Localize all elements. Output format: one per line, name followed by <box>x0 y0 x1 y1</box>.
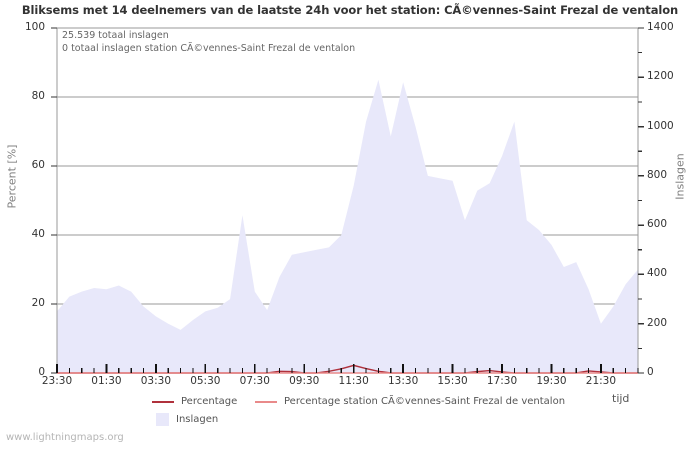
x-axis-tick-label: 17:30 <box>486 375 518 387</box>
y-axis-right-tick-label: 0 <box>647 366 654 378</box>
legend-item-percentage[interactable]: Percentage <box>152 396 237 408</box>
annotation-total-strikes: 25.539 totaal inslagen <box>62 30 169 41</box>
y-axis-right-tick-label: 1400 <box>647 21 674 33</box>
percentage-line-series <box>57 364 638 374</box>
page-title: Bliksems met 14 deelnemers van de laatst… <box>21 3 679 17</box>
x-axis-tick-label: 13:30 <box>387 375 419 387</box>
legend-line-icon-percentage-station <box>255 400 277 403</box>
y-axis-right-tick-label: 400 <box>647 267 668 280</box>
y-axis-left-tick-label: 0 <box>38 366 45 378</box>
legend-item-percentage-station[interactable]: Percentage station CÃ©vennes-Saint Freza… <box>255 396 565 408</box>
y-axis-left-tick-label: 20 <box>31 297 45 309</box>
y-axis-left-tick-label: 40 <box>31 228 45 240</box>
x-axis-tick-label: 01:30 <box>91 375 122 387</box>
legend-label-percentage: Percentage <box>181 396 238 407</box>
legend-line-icon-percentage <box>152 400 174 403</box>
legend-swatch-icon-inslagen <box>156 413 169 426</box>
y-axis-right-tick-label: 200 <box>647 316 668 329</box>
x-axis-tick-label: 09:30 <box>289 375 320 387</box>
annotation-station-strikes: 0 totaal inslagen station CÃ©vennes-Sain… <box>62 43 356 54</box>
y-axis-left-tick-label: 60 <box>31 159 45 171</box>
x-axis-tick-label: 05:30 <box>190 375 221 387</box>
x-axis-tick-label: 21:30 <box>585 375 617 387</box>
legend-label-percentage-station: Percentage station CÃ©vennes-Saint Freza… <box>284 396 566 407</box>
legend-label-inslagen: Inslagen <box>176 414 219 425</box>
y-axis-left-tick-label: 100 <box>24 21 45 33</box>
footer-attribution: www.lightningmaps.org <box>6 432 124 443</box>
axis-ticks <box>51 27 644 374</box>
x-axis-title: tijd <box>612 392 630 405</box>
x-axis-tick-label: 23:30 <box>41 375 73 387</box>
y-axis-left-tick-label: 80 <box>31 90 45 102</box>
y-axis-right-tick-label: 800 <box>647 168 668 181</box>
inslagen-area-series <box>57 79 638 373</box>
x-axis-tick-label: 15:30 <box>437 375 468 387</box>
y-axis-right-tick-label: 1000 <box>647 119 674 132</box>
x-axis-tick-label: 19:30 <box>536 375 567 387</box>
x-axis-tick-label: 07:30 <box>239 375 270 387</box>
x-axis-tick-label: 11:30 <box>338 375 369 387</box>
y-axis-right-tick-label: 600 <box>647 218 668 231</box>
x-axis-tick-label: 03:30 <box>140 375 172 387</box>
y-axis-right-tick-label: 1200 <box>647 70 674 83</box>
legend-item-inslagen[interactable]: Inslagen <box>152 413 218 426</box>
